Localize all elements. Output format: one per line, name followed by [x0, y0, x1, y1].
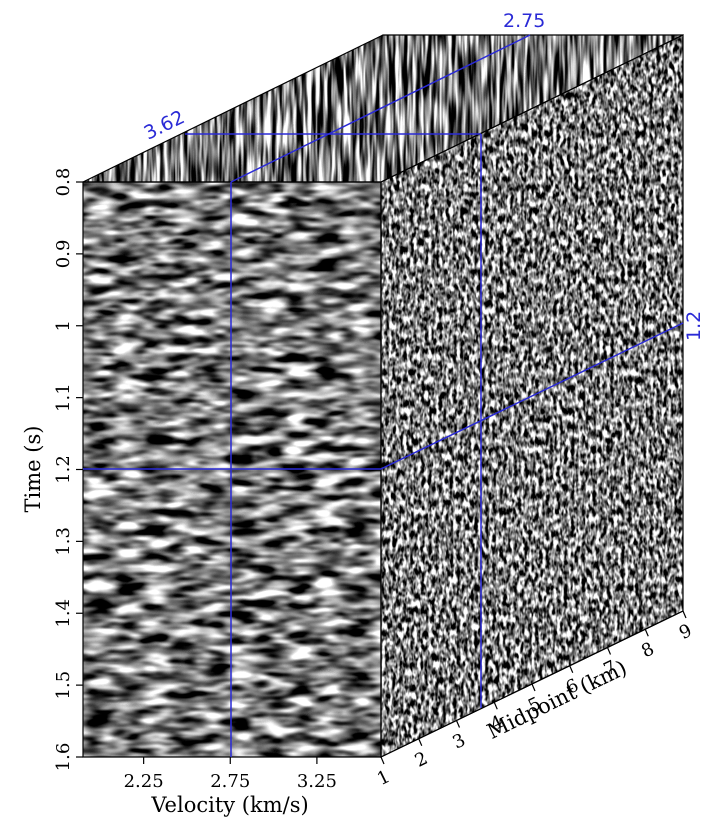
- slice-lines: [83, 34, 684, 757]
- velocity-axis-label: Velocity (km/s): [150, 793, 308, 817]
- velocity-slice-top-line: [230, 34, 531, 183]
- midpoint-tick-mark: [380, 756, 385, 765]
- midpoint-tick-mark: [531, 683, 536, 692]
- time-tick-label: 1.3: [53, 527, 74, 556]
- velocity-tick-label: 3.25: [297, 771, 337, 792]
- time-tick-label: 1.6: [53, 743, 74, 772]
- midpoint-tick-label: 3: [449, 730, 468, 754]
- time-tick-label: 1: [53, 320, 74, 331]
- time-tick-label: 0.9: [53, 240, 74, 269]
- midpoint-tick-label: 9: [676, 620, 695, 644]
- velocity-tick-label: 2.25: [124, 771, 164, 792]
- midpoint-tick-label: 2: [412, 748, 431, 772]
- time-slice-side-line: [380, 322, 684, 470]
- time-tick-label: 1.5: [53, 671, 74, 700]
- midpoint-tick-mark: [493, 702, 498, 710]
- time-slice-label: 1.2: [683, 311, 705, 341]
- velocity-slice-label: 2.75: [503, 10, 545, 32]
- time-tick-label: 0.8: [53, 168, 74, 197]
- midpoint-tick-mark: [644, 629, 649, 637]
- time-axis: 0.8 0.9 1 1.1 1.2 1.3 1.4 1.5 1.6: [53, 168, 83, 772]
- midpoint-tick-label: 8: [638, 638, 657, 662]
- midpoint-tick-label: 1: [374, 766, 393, 790]
- time-tick-label: 1.4: [53, 599, 74, 628]
- time-tick-label: 1.2: [53, 455, 74, 484]
- velocity-tick-label: 2.75: [210, 771, 250, 792]
- midpoint-tick-mark: [569, 665, 574, 673]
- midpoint-tick-mark: [418, 738, 423, 746]
- time-axis-label: Time (s): [21, 426, 45, 513]
- midpoint-tick-mark: [606, 647, 612, 655]
- midpoint-tick-mark: [682, 610, 687, 619]
- velocity-axis: 2.25 2.75 3.25: [124, 757, 337, 792]
- time-tick-label: 1.1: [53, 383, 74, 412]
- midpoint-tick-mark: [455, 720, 461, 728]
